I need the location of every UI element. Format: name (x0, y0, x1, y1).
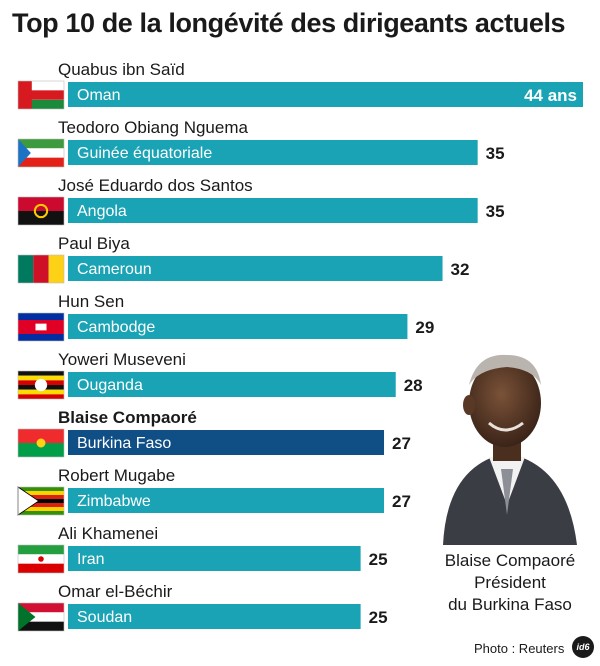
country-label: Guinée équatoriale (77, 145, 212, 162)
publisher-logo: id6 (572, 636, 594, 658)
bar (68, 372, 396, 397)
caption-country: du Burkina Faso (448, 595, 572, 614)
photo-credit: Photo : Reuters (474, 641, 565, 656)
bar-row: José Eduardo dos Santos Angola 35 (17, 176, 505, 226)
bar (68, 256, 443, 281)
bar (68, 198, 478, 223)
bar (68, 82, 583, 107)
leader-name: Omar el-Béchir (58, 582, 173, 601)
value-label: 27 (392, 434, 411, 453)
bar-row: Teodoro Obiang Nguema Guinée équatoriale 3… (17, 118, 505, 168)
value-label: 27 (392, 492, 411, 511)
bar-row: Yoweri Museveni Ouganda 28 (17, 350, 423, 400)
leader-name: José Eduardo dos Santos (58, 176, 253, 195)
leader-name: Hun Sen (58, 292, 124, 311)
photo-caption: Blaise Compaoré Président du Burkina Fas… (430, 550, 590, 616)
leader-name: Yoweri Museveni (58, 350, 186, 369)
leader-name: Robert Mugabe (58, 466, 175, 485)
cameroon-flag-icon (17, 254, 65, 284)
bar (68, 488, 385, 513)
bar-row: Paul Biya Cameroun 32 (17, 234, 470, 284)
country-label: Cameroun (77, 261, 152, 278)
country-label: Zimbabwe (77, 493, 151, 510)
bar-row: Ali Khamenei Iran 25 (17, 524, 388, 574)
bar (68, 546, 361, 571)
value-label: 35 (486, 202, 505, 221)
sudan-flag-icon (17, 602, 65, 632)
country-label: Soudan (77, 609, 132, 626)
leader-name: Ali Khamenei (58, 524, 158, 543)
bar-row: Blaise Compaoré Burkina Faso 27 (17, 408, 411, 458)
cambodia-flag-icon (17, 312, 65, 342)
caption-name: Blaise Compaoré (444, 551, 576, 570)
value-label: 44 ans (524, 86, 577, 105)
oman-flag-icon (17, 80, 65, 110)
value-label: 28 (404, 376, 423, 395)
value-label: 32 (451, 260, 470, 279)
country-label: Cambodge (77, 319, 155, 336)
zimbabwe-flag-icon (17, 486, 65, 516)
value-label: 35 (486, 144, 505, 163)
portrait-photo (437, 345, 577, 545)
value-label: 25 (369, 550, 388, 569)
bar-row: Hun Sen Cambodge 29 (17, 292, 434, 342)
bar (68, 314, 408, 339)
iran-flag-icon (17, 544, 65, 574)
leader-name: Paul Biya (58, 234, 130, 253)
bar (68, 604, 361, 629)
uganda-flag-icon (17, 370, 65, 400)
country-label: Ouganda (77, 377, 143, 394)
chart-title: Top 10 de la longévité des dirigeants ac… (12, 8, 566, 38)
caption-role: Président (474, 573, 546, 592)
bar-row: Robert Mugabe Zimbabwe 27 (17, 466, 411, 516)
country-label: Burkina Faso (77, 435, 171, 452)
leader-name: Teodoro Obiang Nguema (58, 118, 249, 137)
value-label: 25 (369, 608, 388, 627)
burkina-faso-flag-icon (17, 428, 65, 458)
country-label: Oman (77, 87, 121, 104)
angola-flag-icon (17, 196, 65, 226)
bar (68, 140, 478, 165)
leader-name: Blaise Compaoré (58, 408, 197, 427)
leader-name: Quabus ibn Saïd (58, 60, 185, 79)
equatorial-guinea-flag-icon (17, 138, 65, 168)
country-label: Iran (77, 551, 105, 568)
bar-row: Quabus ibn Saïd Oman 44 ans (17, 60, 583, 110)
bar (68, 430, 385, 455)
bar-row: Omar el-Béchir Soudan 25 (17, 582, 388, 632)
value-label: 29 (415, 318, 434, 337)
country-label: Angola (77, 203, 127, 220)
